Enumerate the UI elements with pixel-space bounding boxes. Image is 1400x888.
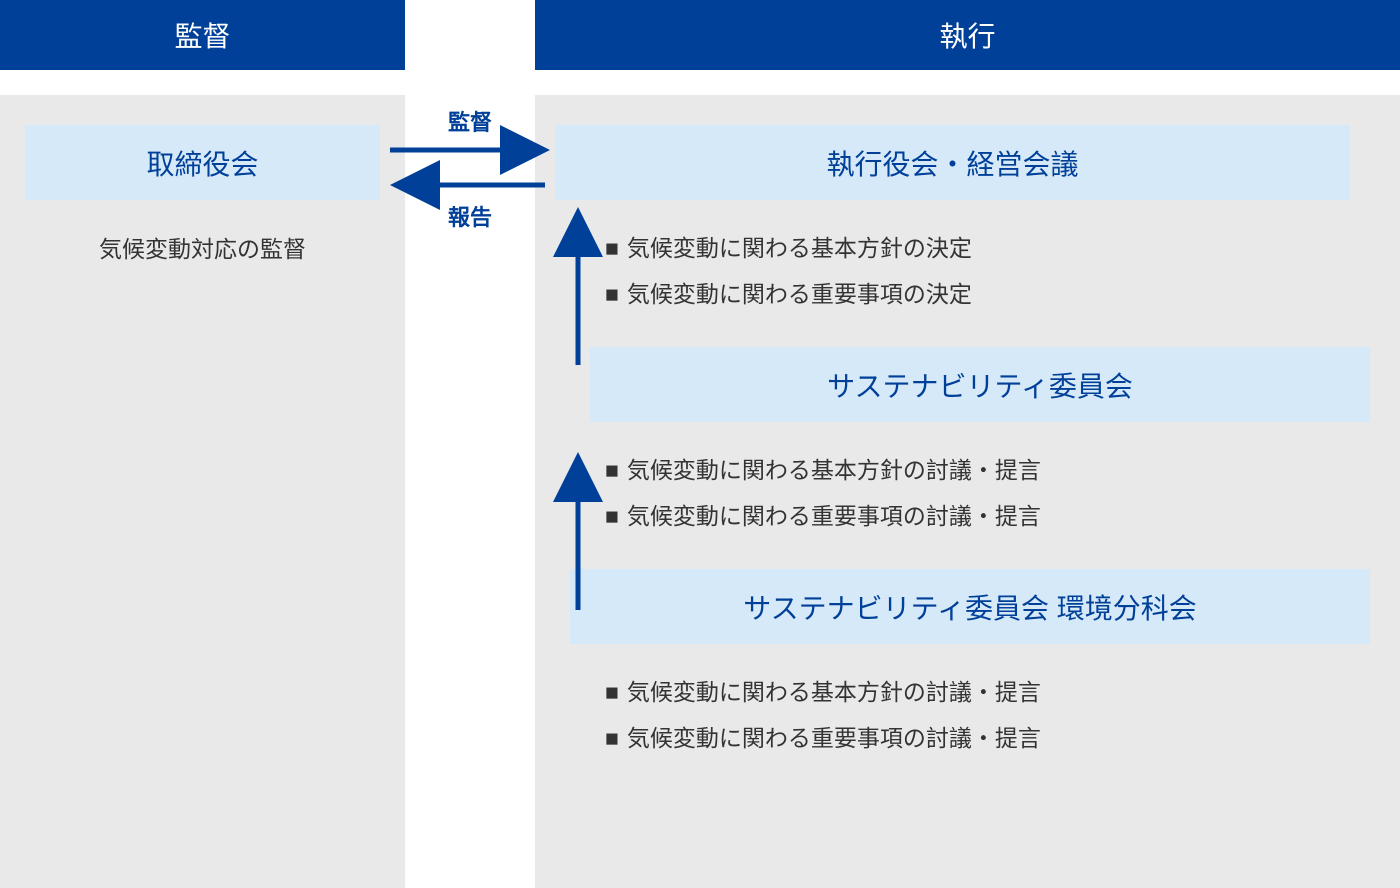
bullet-text: 気候変動に関わる重要事項の決定: [627, 281, 972, 307]
bullet-item: ■ 気候変動に関わる基本方針の討議・提言: [605, 447, 1370, 493]
arrow-up-icon-2: [568, 450, 588, 615]
box-sus-committee: サステナビリティ委員会: [590, 347, 1370, 422]
bullet-text: 気候変動に関わる重要事項の討議・提言: [627, 725, 1041, 751]
box-exec-council: 執行役会・経営会議: [555, 125, 1350, 200]
panel-supervision: 取締役会 気候変動対応の監督: [0, 95, 405, 888]
square-icon: ■: [605, 669, 619, 715]
bullet-text: 気候変動に関わる基本方針の決定: [627, 235, 972, 261]
bullet-item: ■ 気候変動に関わる重要事項の決定: [605, 271, 1370, 317]
bullets-env: ■ 気候変動に関わる基本方針の討議・提言 ■ 気候変動に関わる重要事項の討議・提言: [605, 669, 1370, 761]
header-row: 監督 執行: [0, 0, 1400, 70]
bullets-sus: ■ 気候変動に関わる基本方針の討議・提言 ■ 気候変動に関わる重要事項の討議・提言: [605, 447, 1370, 539]
header-gap: [405, 0, 535, 70]
bullets-exec: ■ 気候変動に関わる基本方針の決定 ■ 気候変動に関わる重要事項の決定: [605, 225, 1370, 317]
square-icon: ■: [605, 447, 619, 493]
bullet-text: 気候変動に関わる基本方針の討議・提言: [627, 679, 1041, 705]
bullet-item: ■ 気候変動に関わる基本方針の討議・提言: [605, 669, 1370, 715]
arrow-label-top: 監督: [405, 105, 535, 137]
square-icon: ■: [605, 271, 619, 317]
mid-gap: 監督 報告: [405, 95, 535, 888]
square-icon: ■: [605, 225, 619, 271]
arrow-label-bottom: 報告: [405, 200, 535, 232]
square-icon: ■: [605, 493, 619, 539]
body-row: 取締役会 気候変動対応の監督 監督 報告 執行役会・経営会議 ■ 気候変動に関わる…: [0, 95, 1400, 888]
bullet-text: 気候変動に関わる重要事項の討議・提言: [627, 503, 1041, 529]
square-icon: ■: [605, 715, 619, 761]
bullet-item: ■ 気候変動に関わる基本方針の決定: [605, 225, 1370, 271]
box-board: 取締役会: [25, 125, 380, 200]
panel-execution: 執行役会・経営会議 ■ 気候変動に関わる基本方針の決定 ■ 気候変動に関わる重要事項…: [535, 95, 1400, 888]
desc-board: 気候変動対応の監督: [0, 230, 405, 264]
bullet-text: 気候変動に関わる基本方針の討議・提言: [627, 457, 1041, 483]
arrow-left-icon: [385, 175, 550, 195]
arrow-up-icon-1: [568, 205, 588, 370]
arrow-right-icon: [390, 140, 555, 160]
header-right: 執行: [535, 0, 1400, 70]
header-left: 監督: [0, 0, 405, 70]
bullet-item: ■ 気候変動に関わる重要事項の討議・提言: [605, 493, 1370, 539]
box-env-subcommittee: サステナビリティ委員会 環境分科会: [570, 569, 1370, 644]
bullet-item: ■ 気候変動に関わる重要事項の討議・提言: [605, 715, 1370, 761]
